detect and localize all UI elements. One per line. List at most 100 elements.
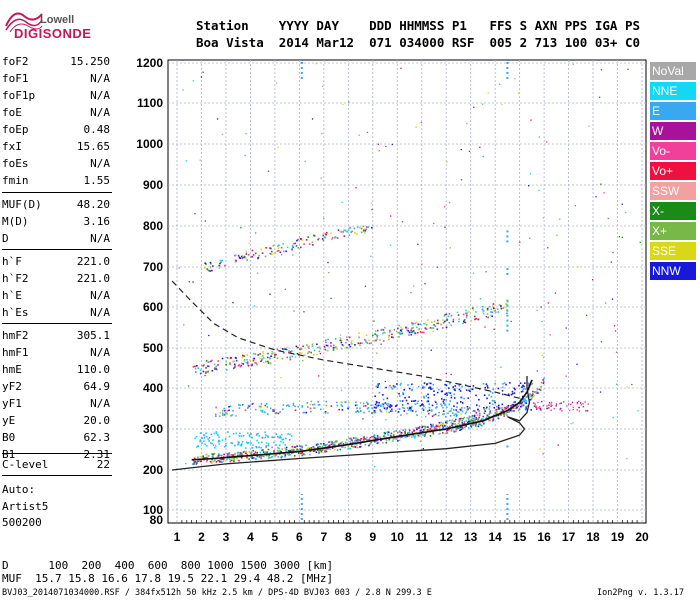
echo-point xyxy=(465,309,467,312)
noise-point xyxy=(192,281,194,283)
echo-point xyxy=(428,406,431,409)
echo-point xyxy=(310,400,313,403)
x-tick-label: 3 xyxy=(223,530,230,544)
echo-point xyxy=(539,407,542,410)
echo-point xyxy=(350,231,352,234)
echo-point xyxy=(463,426,466,428)
echo-point xyxy=(475,425,477,427)
echo-point xyxy=(294,356,297,358)
echo-point xyxy=(470,425,472,427)
echo-point xyxy=(203,457,206,459)
param-row: hmF2 305.1 xyxy=(2,329,110,346)
echo-point xyxy=(243,255,246,258)
echo-point xyxy=(571,401,574,404)
echo-point xyxy=(339,442,342,445)
echo-point xyxy=(534,391,537,394)
echo-point xyxy=(456,427,459,429)
echo-point xyxy=(222,460,225,462)
echo-point xyxy=(543,377,545,380)
echo-point xyxy=(521,386,523,388)
echo-point xyxy=(299,238,302,240)
echo-point xyxy=(276,348,279,351)
echo-point xyxy=(332,444,334,446)
echo-point xyxy=(523,395,526,398)
echo-point xyxy=(493,309,496,312)
echo-point xyxy=(320,443,322,445)
echo-point xyxy=(221,357,224,360)
echo-point xyxy=(373,436,376,439)
echo-point xyxy=(443,402,445,405)
echo-point xyxy=(233,456,236,458)
echo-point xyxy=(506,414,508,416)
echo-point xyxy=(322,239,325,242)
echo-point xyxy=(486,416,488,418)
y-tick-label: 1100 xyxy=(137,96,163,110)
echo-point xyxy=(299,348,301,351)
echo-point xyxy=(350,442,352,445)
echo-point xyxy=(211,442,213,445)
param-row: h`Es N/A xyxy=(2,306,110,323)
echo-point xyxy=(228,409,230,412)
echo-point xyxy=(437,414,440,417)
echo-point xyxy=(411,410,414,412)
echo-point xyxy=(294,446,296,448)
echo-point xyxy=(422,404,424,406)
echo-point xyxy=(367,407,370,409)
param-label: hmE xyxy=(2,363,22,376)
echo-point xyxy=(329,344,332,347)
echo-point xyxy=(288,451,291,453)
echo-point xyxy=(327,446,329,448)
echo-point xyxy=(430,429,432,432)
noise-point xyxy=(304,160,306,162)
echo-point xyxy=(250,452,253,454)
echo-point xyxy=(282,404,285,406)
echo-point xyxy=(379,438,382,440)
echo-point xyxy=(346,346,348,349)
echo-point xyxy=(319,449,322,452)
echo-point xyxy=(234,454,237,456)
echo-point xyxy=(267,352,269,355)
echo-point xyxy=(372,440,375,442)
echo-point xyxy=(427,399,429,402)
echo-point xyxy=(313,447,316,450)
echo-point xyxy=(385,437,387,439)
echo-point xyxy=(343,444,346,446)
echo-point xyxy=(289,453,291,456)
echo-point xyxy=(422,387,424,389)
echo-point xyxy=(433,394,436,396)
echo-point xyxy=(386,397,389,400)
echo-point xyxy=(313,403,316,406)
echo-point xyxy=(384,326,386,329)
echo-point xyxy=(340,401,343,404)
echo-point xyxy=(461,407,463,409)
echo-point xyxy=(455,418,457,421)
echo-point xyxy=(472,418,475,420)
echo-point xyxy=(244,452,247,455)
echo-point xyxy=(502,383,504,385)
echo-point xyxy=(384,332,386,334)
echo-point xyxy=(458,425,460,428)
echo-point xyxy=(234,254,237,257)
echo-point xyxy=(491,392,494,394)
echo-point xyxy=(346,442,349,445)
x-tick-label: 10 xyxy=(391,530,405,544)
echo-point xyxy=(419,431,421,434)
echo-point xyxy=(273,453,276,455)
echo-point xyxy=(402,393,405,395)
echo-point xyxy=(200,460,202,462)
echo-point xyxy=(350,439,353,441)
echo-point xyxy=(455,427,458,430)
echo-point xyxy=(345,443,347,445)
echo-point xyxy=(536,388,539,390)
echo-point xyxy=(346,230,348,233)
echo-point xyxy=(490,311,492,313)
echo-point xyxy=(489,314,492,317)
noise-point xyxy=(611,298,614,300)
echo-point xyxy=(436,328,439,330)
echo-point xyxy=(469,390,471,392)
echo-point xyxy=(375,405,378,407)
echo-point xyxy=(448,428,450,431)
echo-point xyxy=(327,338,329,341)
echo-point xyxy=(222,459,225,462)
echo-point xyxy=(232,432,235,435)
